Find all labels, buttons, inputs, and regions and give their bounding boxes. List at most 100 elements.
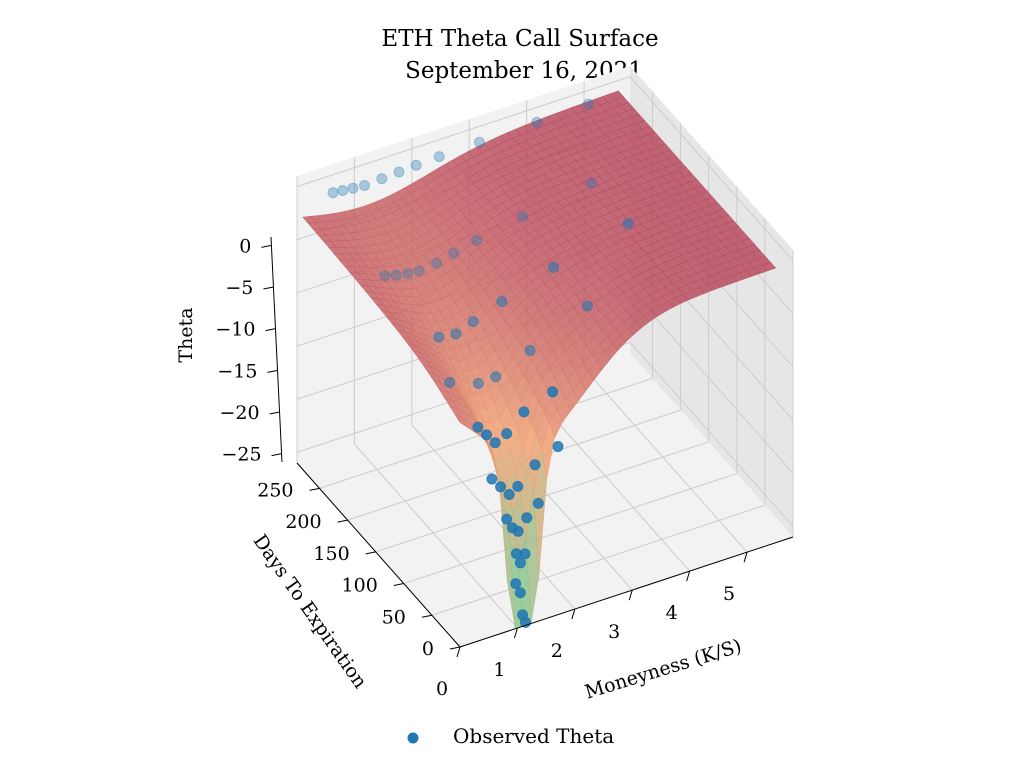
x-tick-label: 3 bbox=[608, 621, 620, 643]
grid-line bbox=[583, 367, 748, 553]
y-tick-label: 50 bbox=[382, 606, 406, 628]
observed-points bbox=[327, 98, 634, 628]
observed-point bbox=[520, 616, 531, 628]
observed-point bbox=[490, 371, 502, 383]
grid-line bbox=[629, 76, 794, 261]
x-tick-mark bbox=[743, 552, 748, 563]
observed-point bbox=[582, 98, 594, 110]
observed-point bbox=[582, 300, 593, 312]
legend-label: Observed Theta bbox=[453, 724, 614, 748]
grid-line bbox=[431, 504, 766, 616]
x-tick-mark bbox=[513, 627, 518, 639]
y-axis-label: Days To Expiration bbox=[249, 531, 372, 693]
legend-marker bbox=[407, 732, 419, 744]
x-tick-label: 0 bbox=[436, 678, 448, 700]
observed-point bbox=[489, 437, 501, 449]
observed-point bbox=[347, 182, 359, 194]
observed-point bbox=[496, 296, 508, 307]
chart-title: ETH Theta Call Surface bbox=[381, 26, 658, 52]
observed-point bbox=[444, 376, 456, 388]
observed-point bbox=[622, 218, 634, 230]
observed-point bbox=[501, 513, 513, 525]
legend: Observed Theta bbox=[407, 724, 614, 748]
observed-point bbox=[379, 270, 391, 282]
observed-point bbox=[467, 316, 479, 328]
z-tick-mark bbox=[261, 244, 272, 248]
x-tick-label: 5 bbox=[723, 583, 735, 605]
observed-point bbox=[495, 481, 507, 493]
observed-point bbox=[521, 512, 533, 524]
z-tick-label: −5 bbox=[225, 277, 253, 299]
grid-line bbox=[296, 76, 631, 188]
observed-point bbox=[512, 480, 524, 492]
grid-line bbox=[629, 342, 794, 527]
observed-point bbox=[529, 459, 541, 471]
observed-point bbox=[410, 159, 422, 171]
x-tick-label: 4 bbox=[666, 602, 678, 624]
grid-line bbox=[354, 443, 518, 629]
z-tick-mark bbox=[267, 369, 278, 373]
z-tick-label: −15 bbox=[217, 360, 257, 382]
theta-surface bbox=[302, 90, 777, 629]
observed-point bbox=[510, 578, 522, 590]
observed-point bbox=[531, 116, 543, 128]
z-tick-label: −10 bbox=[215, 319, 255, 341]
x-tick-label: 2 bbox=[551, 640, 563, 662]
observed-point bbox=[473, 136, 485, 148]
axis-lines bbox=[270, 236, 794, 648]
z-tick-label: −20 bbox=[219, 402, 259, 424]
observed-point bbox=[524, 345, 536, 356]
observed-point bbox=[514, 557, 526, 569]
y-tick-mark bbox=[449, 646, 461, 650]
observed-point bbox=[512, 525, 524, 537]
x-axis-line bbox=[459, 536, 794, 648]
x-tick-label: 1 bbox=[493, 659, 505, 681]
x-axis-label: Moneyness (K/S) bbox=[582, 635, 744, 704]
observed-point bbox=[471, 234, 483, 246]
x-tick-mark bbox=[686, 570, 691, 582]
observed-point bbox=[501, 428, 513, 440]
y-tick-mark bbox=[337, 519, 348, 523]
y-tick-mark bbox=[421, 614, 432, 618]
observed-point bbox=[519, 548, 531, 560]
observed-point bbox=[532, 497, 544, 509]
y-tick-label: 200 bbox=[285, 511, 321, 533]
y-tick-mark bbox=[365, 551, 376, 555]
z-tick-label: −25 bbox=[221, 444, 261, 466]
observed-point bbox=[547, 386, 559, 398]
y-tick-label: 250 bbox=[257, 479, 293, 501]
z-axis-line bbox=[270, 236, 283, 463]
z-tick-label: 0 bbox=[239, 235, 251, 257]
observed-point bbox=[376, 173, 388, 185]
y-tick-label: 150 bbox=[313, 543, 349, 565]
observed-point bbox=[472, 421, 484, 433]
observed-point bbox=[337, 185, 349, 196]
observed-point bbox=[481, 429, 493, 441]
observed-point bbox=[448, 247, 460, 259]
observed-point bbox=[433, 331, 445, 343]
x-tick-mark bbox=[628, 589, 633, 601]
observed-point bbox=[327, 187, 339, 199]
observed-point bbox=[450, 328, 462, 340]
observed-point bbox=[359, 180, 370, 191]
y-axis-line bbox=[296, 462, 461, 648]
observed-point bbox=[433, 151, 445, 163]
y-tick-label: 0 bbox=[422, 638, 434, 660]
x-tick-mark bbox=[571, 608, 576, 620]
z-tick-mark bbox=[271, 453, 282, 457]
y-tick-mark bbox=[393, 583, 404, 587]
observed-point bbox=[402, 268, 414, 280]
observed-point bbox=[393, 166, 405, 178]
observed-point bbox=[390, 269, 402, 281]
observed-point bbox=[552, 441, 564, 452]
z-tick-mark bbox=[265, 328, 276, 332]
grid-line bbox=[403, 473, 737, 585]
grid-line bbox=[629, 288, 794, 474]
observed-point bbox=[586, 177, 597, 189]
grid-line bbox=[411, 424, 576, 610]
y-tick-label: 100 bbox=[342, 575, 378, 597]
observed-point bbox=[431, 257, 442, 269]
z-axis-label: Theta bbox=[175, 307, 197, 362]
observed-point bbox=[518, 406, 530, 418]
